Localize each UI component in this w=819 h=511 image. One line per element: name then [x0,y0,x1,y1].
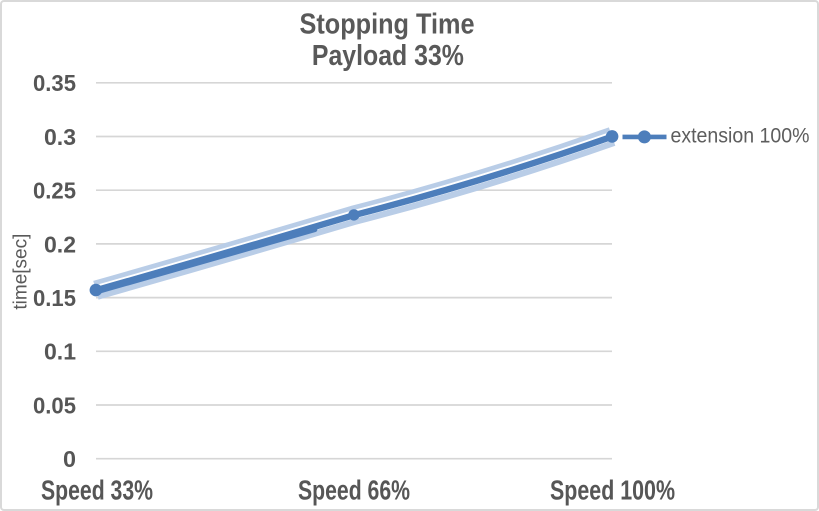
svg-text:0.05: 0.05 [33,392,76,418]
svg-text:0: 0 [63,446,76,472]
svg-text:0.1: 0.1 [44,339,76,365]
svg-text:Stopping Time: Stopping Time [300,7,475,39]
svg-text:Speed 33%: Speed 33% [41,474,153,505]
svg-text:Speed 100%: Speed 100% [550,474,675,505]
svg-text:Speed 66%: Speed 66% [298,474,410,505]
svg-text:0.25: 0.25 [33,178,76,204]
svg-text:0.15: 0.15 [33,285,76,311]
svg-text:0.35: 0.35 [33,70,76,96]
svg-text:Payload 33%: Payload 33% [312,39,464,71]
svg-text:extension 100%: extension 100% [671,124,810,147]
svg-text:time[sec]: time[sec] [11,234,32,310]
svg-text:0.3: 0.3 [44,124,76,150]
svg-text:0.2: 0.2 [44,231,76,257]
